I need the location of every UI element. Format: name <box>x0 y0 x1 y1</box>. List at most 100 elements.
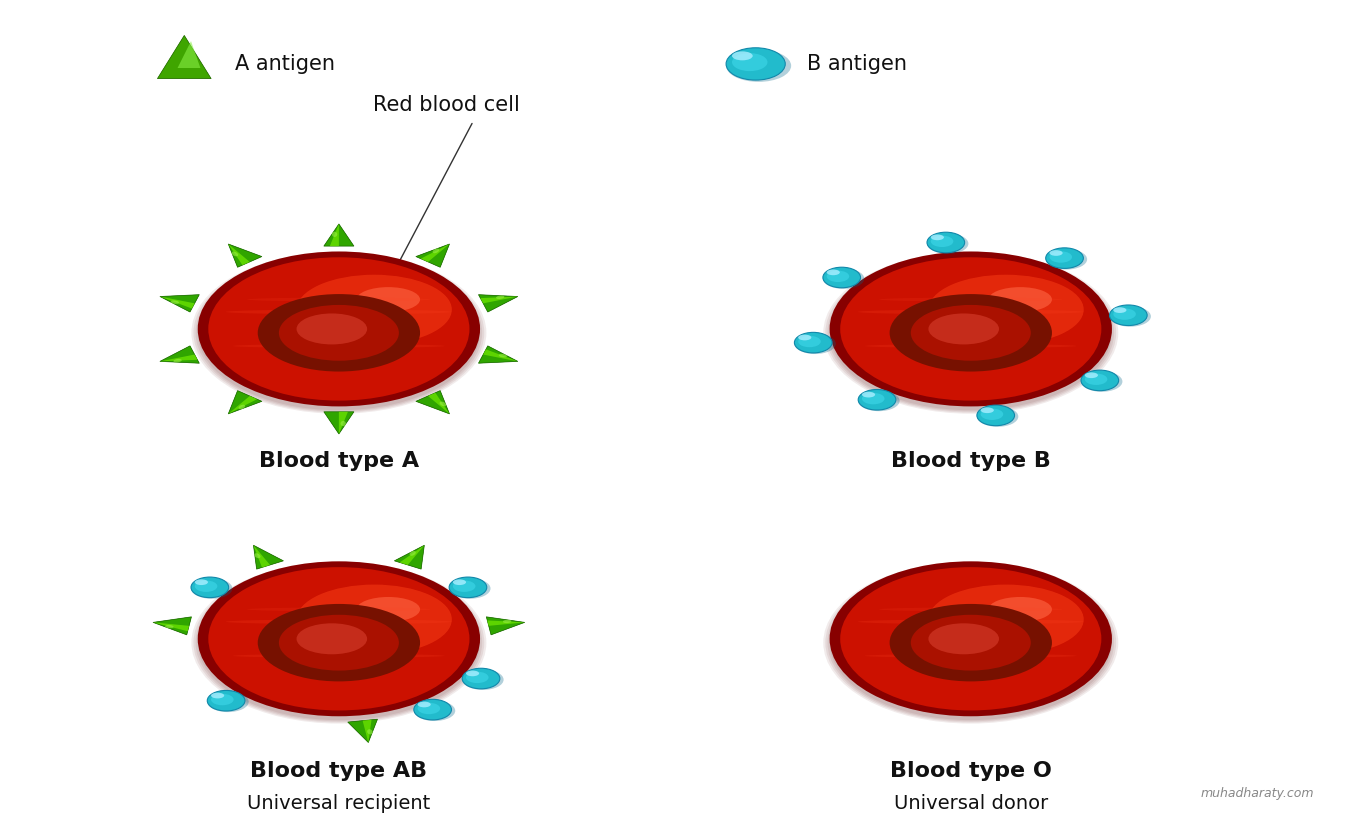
Ellipse shape <box>977 406 1018 427</box>
Polygon shape <box>228 391 262 414</box>
Text: Blood type AB: Blood type AB <box>250 761 428 781</box>
Ellipse shape <box>332 232 338 237</box>
Ellipse shape <box>356 287 420 312</box>
Ellipse shape <box>929 275 1084 345</box>
Ellipse shape <box>798 336 821 347</box>
Ellipse shape <box>988 597 1052 621</box>
Ellipse shape <box>170 300 180 304</box>
Polygon shape <box>348 719 378 742</box>
Ellipse shape <box>980 409 1003 420</box>
Ellipse shape <box>254 553 261 558</box>
Ellipse shape <box>828 564 1114 722</box>
Polygon shape <box>478 346 518 363</box>
Ellipse shape <box>367 729 373 735</box>
Ellipse shape <box>1081 370 1119 391</box>
Ellipse shape <box>890 294 1052 372</box>
Text: muhadharaty.com: muhadharaty.com <box>1200 787 1314 800</box>
Ellipse shape <box>232 251 238 256</box>
Polygon shape <box>254 545 284 569</box>
Ellipse shape <box>1046 248 1083 268</box>
Ellipse shape <box>297 623 367 654</box>
Ellipse shape <box>1114 309 1135 320</box>
Ellipse shape <box>190 578 232 599</box>
Ellipse shape <box>977 405 1015 425</box>
Ellipse shape <box>830 255 1112 410</box>
Polygon shape <box>324 224 354 246</box>
Ellipse shape <box>732 52 753 61</box>
Ellipse shape <box>208 257 470 401</box>
Ellipse shape <box>929 585 1084 654</box>
Polygon shape <box>416 391 450 414</box>
Ellipse shape <box>247 297 431 301</box>
Text: A antigen: A antigen <box>235 54 335 74</box>
Ellipse shape <box>1046 249 1087 269</box>
Polygon shape <box>178 41 200 68</box>
Ellipse shape <box>865 654 1077 658</box>
Ellipse shape <box>930 236 953 247</box>
Ellipse shape <box>452 580 475 592</box>
Ellipse shape <box>196 564 482 722</box>
Ellipse shape <box>830 562 1112 716</box>
Text: Universal donor: Universal donor <box>894 794 1048 813</box>
Polygon shape <box>339 412 348 434</box>
Ellipse shape <box>192 252 486 414</box>
Polygon shape <box>428 392 450 414</box>
Polygon shape <box>228 391 262 414</box>
Ellipse shape <box>840 567 1102 710</box>
Polygon shape <box>324 412 354 434</box>
Ellipse shape <box>1085 374 1107 385</box>
Ellipse shape <box>824 252 1118 414</box>
Ellipse shape <box>840 257 1102 401</box>
Ellipse shape <box>194 580 208 585</box>
Ellipse shape <box>190 577 228 598</box>
Ellipse shape <box>726 48 786 80</box>
Polygon shape <box>416 391 450 414</box>
Ellipse shape <box>1081 371 1122 392</box>
Ellipse shape <box>1085 373 1098 378</box>
Ellipse shape <box>879 608 1062 612</box>
Ellipse shape <box>414 699 451 720</box>
Ellipse shape <box>197 251 481 406</box>
Ellipse shape <box>239 405 246 410</box>
Ellipse shape <box>828 255 1114 411</box>
Ellipse shape <box>450 578 490 599</box>
Ellipse shape <box>1110 305 1148 325</box>
Ellipse shape <box>417 702 431 708</box>
Polygon shape <box>329 224 339 246</box>
Polygon shape <box>228 244 262 268</box>
Ellipse shape <box>225 310 452 314</box>
Polygon shape <box>348 719 378 742</box>
Ellipse shape <box>988 287 1052 312</box>
Ellipse shape <box>830 251 1112 406</box>
Polygon shape <box>478 295 518 312</box>
Ellipse shape <box>234 654 444 658</box>
Ellipse shape <box>794 333 832 353</box>
Polygon shape <box>483 349 518 361</box>
Ellipse shape <box>861 393 884 404</box>
Polygon shape <box>324 412 354 434</box>
Polygon shape <box>159 346 200 363</box>
Ellipse shape <box>798 335 811 341</box>
Polygon shape <box>159 296 194 309</box>
Polygon shape <box>153 617 192 635</box>
Ellipse shape <box>859 391 899 411</box>
Ellipse shape <box>1049 251 1072 263</box>
Ellipse shape <box>732 53 768 71</box>
Polygon shape <box>159 295 200 312</box>
Polygon shape <box>228 244 262 268</box>
Polygon shape <box>478 295 518 312</box>
Ellipse shape <box>258 294 420 372</box>
Ellipse shape <box>927 232 965 253</box>
Ellipse shape <box>432 249 439 253</box>
Ellipse shape <box>297 585 452 654</box>
Polygon shape <box>159 346 200 363</box>
Polygon shape <box>416 244 450 268</box>
Ellipse shape <box>879 297 1062 301</box>
Ellipse shape <box>890 604 1052 681</box>
Ellipse shape <box>462 668 500 689</box>
Polygon shape <box>486 617 525 635</box>
Ellipse shape <box>414 700 455 721</box>
Ellipse shape <box>466 671 479 677</box>
Text: Blood type B: Blood type B <box>891 452 1050 471</box>
Ellipse shape <box>356 597 420 621</box>
